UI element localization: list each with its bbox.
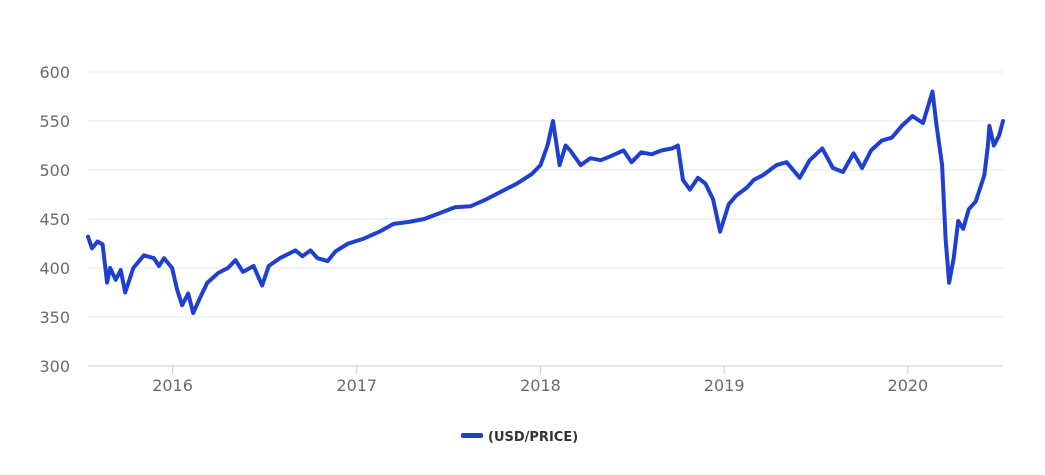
legend[interactable]: (USD/PRICE) [461,430,578,445]
legend-label: (USD/PRICE) [488,430,578,445]
x-tick-label: 2016 [152,376,193,395]
gridlines [88,71,1003,367]
y-tick-label: 600 [39,63,70,82]
y-tick-label: 350 [39,308,70,327]
x-tick-label: 2019 [704,376,745,395]
y-tick-label: 500 [39,161,70,180]
y-axis-ticks: 300 350 400 450 500 550 600 [39,63,70,376]
y-tick-label: 450 [39,210,70,229]
series-line[interactable] [86,89,1005,316]
y-tick-label: 400 [39,259,70,278]
series-layer [86,89,1005,316]
x-tick-label: 2020 [888,376,929,395]
x-tick-label: 2017 [336,376,377,395]
x-axis-ticks: 2016 2017 2018 2019 2020 [152,366,928,395]
y-tick-label: 300 [39,357,70,376]
y-tick-label: 550 [39,112,70,131]
x-tick-label: 2018 [520,376,561,395]
legend-swatch [461,433,483,438]
